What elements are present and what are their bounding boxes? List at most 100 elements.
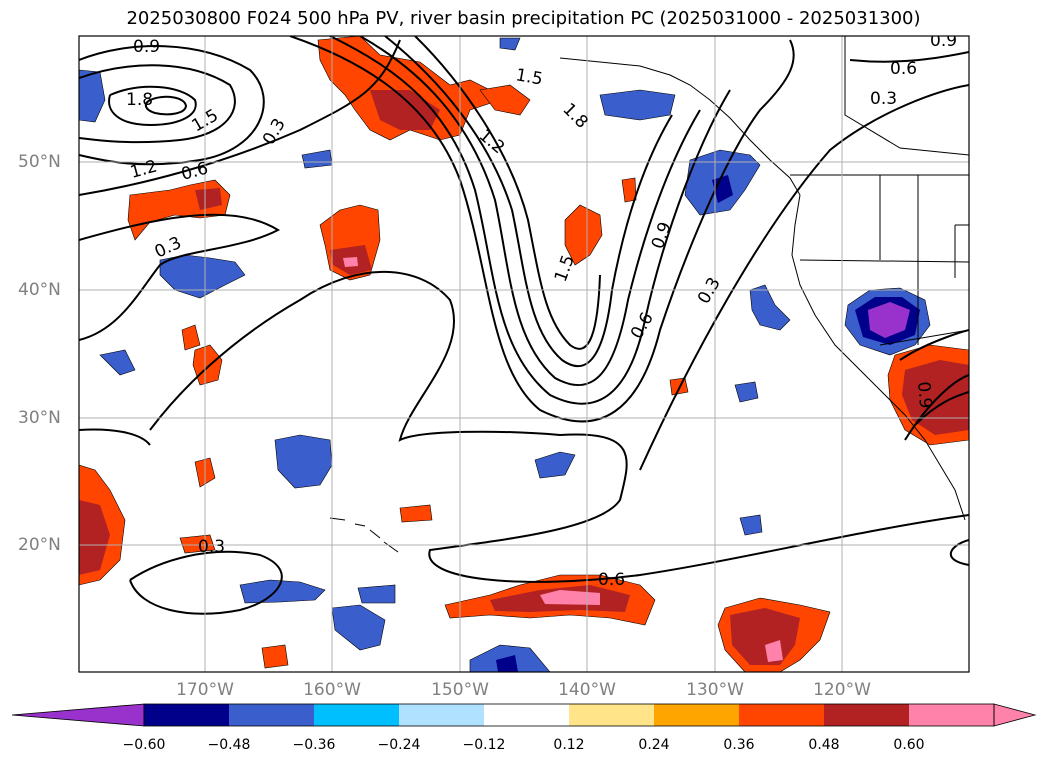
- precip-blob-firebrick-southeast: [730, 608, 800, 665]
- contour-label: 1.5: [514, 65, 544, 89]
- colorbar-segment: [739, 704, 824, 726]
- coastline-layer: [329, 36, 969, 553]
- precip-blob-blue-9: [734, 381, 759, 403]
- colorbar-tick-label: −0.12: [462, 737, 506, 753]
- lon-label-140w: 140°W: [558, 680, 616, 700]
- precip-blob-blue-6: [159, 254, 246, 299]
- colorbar-segment: [399, 704, 484, 726]
- lat-label-50n: 50°N: [18, 152, 61, 172]
- lon-label-130w: 130°W: [686, 680, 744, 700]
- precip-blob-navy-1: [712, 175, 733, 203]
- pv-contour-trough-3: [359, 36, 701, 387]
- border-canada: [844, 36, 969, 156]
- colorbar-tick-label: −0.48: [207, 737, 251, 753]
- colorbar-tick-label: −0.60: [122, 737, 166, 753]
- colorbar-segment: [144, 704, 229, 726]
- colorbar-tick-label: −0.36: [292, 737, 336, 753]
- precip-blob-blue-14: [357, 584, 396, 604]
- precip-blob-blue-10: [274, 434, 333, 489]
- colorbar-tick-label: 0.48: [808, 737, 840, 753]
- precip-blob-orange-12: [179, 534, 216, 554]
- precip-blob-firebrick-east: [902, 360, 969, 435]
- precip-blob-pink-3: [765, 640, 783, 662]
- pv-contour-low-west-1: [79, 45, 265, 166]
- precip-blob-navy-3: [496, 655, 518, 672]
- gridlines: [79, 36, 969, 672]
- precip-blob-blue-13: [239, 579, 326, 604]
- colorbar-segment: [569, 704, 654, 726]
- lat-label-40n: 40°N: [18, 280, 61, 300]
- pv-contour-east-low: [949, 539, 969, 566]
- pv-contour-trough-outer: [289, 36, 795, 423]
- lon-label-150w: 150°W: [431, 680, 489, 700]
- border-states: [799, 175, 969, 345]
- precip-anomaly-layer: [79, 36, 969, 672]
- pv-contour-low-west-3: [108, 85, 197, 127]
- border-us-mexico: [879, 329, 969, 346]
- precip-blob-pink-2: [540, 590, 600, 605]
- lon-label-120w: 120°W: [813, 680, 871, 700]
- precip-blob-orange-11: [399, 504, 433, 523]
- contour-label: 0.9: [930, 31, 957, 51]
- precip-blob-blue-7: [749, 284, 791, 331]
- colorbar-segment: [909, 704, 994, 726]
- lon-label-160w: 160°W: [303, 680, 361, 700]
- contour-label: 0.6: [890, 59, 917, 79]
- pv-contour-cutoff-east: [899, 329, 969, 441]
- contour-label: 0.9: [913, 381, 935, 410]
- contour-label: 0.6: [598, 570, 625, 590]
- pv-contour-0.3-east: [639, 84, 969, 471]
- lat-label-30n: 30°N: [18, 408, 61, 428]
- colorbar-tick-label: 0.24: [638, 737, 670, 753]
- pv-contour-0.3-basin: [149, 270, 969, 583]
- pv-contour-trough-2: [329, 36, 731, 405]
- islands-hawaii: [329, 517, 399, 553]
- colorbar-extend-max: [993, 703, 1037, 727]
- pv-contour-layer: [79, 36, 969, 615]
- precip-blob-firebrick-west: [79, 500, 110, 575]
- precip-blob-orange-6: [621, 177, 637, 203]
- precip-blob-orange-5: [564, 204, 603, 266]
- lat-label-20n: 20°N: [18, 535, 61, 555]
- contour-label: 1.8: [126, 90, 153, 110]
- pv-contour-0.6-mid: [79, 39, 401, 196]
- colorbar-frame: [143, 703, 995, 727]
- precip-blob-firebrick-2: [195, 188, 222, 210]
- precip-blob-blue-2: [599, 89, 676, 121]
- colorbar-segment: [824, 704, 909, 726]
- pv-contour-low-west-4: [144, 95, 188, 116]
- contour-label: 0.3: [870, 89, 897, 109]
- map-area: 0.9 1.8 1.5 1.2 0.6 0.3 1.5 1.8 1.2 0.9 …: [79, 31, 969, 672]
- colorbar-extend-min: [11, 703, 145, 727]
- pv-contour-southwest: [79, 428, 151, 446]
- precip-blob-orange-2: [479, 84, 531, 116]
- colorbar-segment: [484, 704, 569, 726]
- precip-blob-blue-11: [534, 451, 576, 479]
- colorbar-tick-label: −0.24: [377, 737, 421, 753]
- precip-blob-blue-3: [499, 37, 521, 51]
- precip-blob-blue-12: [739, 514, 763, 536]
- precip-blob-blue-8: [99, 349, 136, 376]
- coastline-alaska: [559, 57, 801, 196]
- precip-blob-purple-core: [868, 302, 910, 338]
- precip-blob-pink-1: [343, 257, 358, 267]
- lon-label-170w: 170°W: [176, 680, 234, 700]
- colorbar-tick-label: 0.36: [723, 737, 755, 753]
- colorbar-segment: [654, 704, 739, 726]
- map-title: 2025030800 F024 500 hPa PV, river basin …: [126, 8, 921, 29]
- pv-contour-trough-4: [384, 36, 673, 367]
- map-frame: [78, 35, 970, 673]
- precip-blob-orange-7: [181, 324, 201, 351]
- precip-blob-blue-15: [331, 604, 386, 651]
- precip-blob-orange-14: [261, 644, 289, 669]
- pv-contour-low-west-2: [79, 64, 236, 144]
- colorbar-segment: [314, 704, 399, 726]
- pv-contour-trough-5: [414, 36, 601, 350]
- colorbar-tick-label: 0.60: [893, 737, 925, 753]
- pv-contour-0.3-south: [129, 550, 283, 615]
- pv-contour-0.6-east: [849, 51, 969, 63]
- coastline-west-coast: [791, 194, 966, 521]
- contour-label: 0.9: [133, 37, 160, 57]
- pv-contour-0.3-west: [79, 213, 281, 341]
